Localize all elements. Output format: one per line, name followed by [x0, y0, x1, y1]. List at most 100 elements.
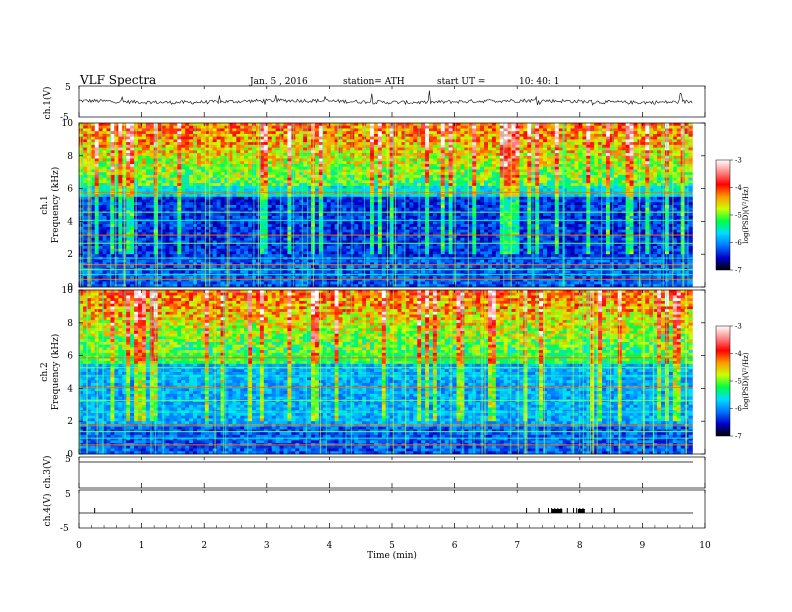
spectrogram-cell	[185, 177, 190, 181]
spectrogram-cell	[314, 174, 320, 178]
spectrogram-cell	[204, 180, 210, 184]
spectrogram-cell	[90, 133, 96, 137]
spectrogram-cell	[582, 158, 587, 162]
spectrogram-cell	[169, 136, 174, 140]
spectrogram-cell	[527, 174, 532, 178]
spectrogram-cell	[220, 166, 225, 170]
spectrogram-cell	[527, 207, 532, 211]
spectrogram-cell	[307, 136, 312, 140]
spectrogram-cell	[279, 188, 284, 192]
spectrogram-cell	[110, 131, 115, 135]
spectrogram-cell	[358, 147, 363, 151]
spectrogram-cell	[625, 207, 630, 211]
spectrogram-cell	[550, 205, 556, 209]
spectrogram-cell	[303, 155, 308, 159]
spectrogram-cell	[476, 185, 481, 189]
spectrogram-cell	[672, 123, 678, 127]
spectrogram-cell	[373, 153, 379, 157]
spectrogram-cell	[279, 142, 284, 146]
spectrogram-cell	[645, 188, 650, 192]
spectrogram-cell	[550, 196, 556, 200]
spectrogram-cell	[535, 133, 540, 137]
spectrogram-cell	[484, 172, 489, 176]
spectrogram-cell	[185, 142, 190, 146]
spectrogram-cell	[425, 125, 430, 129]
spectrogram-cell	[676, 155, 681, 159]
spectrogram-cell	[594, 177, 599, 181]
spectrogram-cell	[554, 202, 560, 206]
spectrogram-cell	[668, 185, 674, 189]
spectrogram-cell	[602, 147, 607, 151]
spectrogram-cell	[314, 166, 320, 170]
spectrogram-cell	[106, 147, 111, 151]
spectrogram-cell	[322, 207, 328, 211]
spectrogram-cell	[326, 150, 331, 154]
spectrogram-cell	[641, 144, 646, 148]
spectrogram-cell	[460, 150, 465, 154]
spectrogram-cell	[326, 183, 331, 187]
spectrogram-cell	[389, 185, 394, 189]
spectrogram-cell	[586, 131, 591, 135]
spectrogram-cell	[145, 164, 151, 168]
spectrogram-cell	[220, 188, 225, 192]
spectrogram-cell	[429, 172, 434, 176]
spectrogram-cell	[617, 161, 622, 165]
spectrogram-cell	[283, 155, 288, 159]
spectrogram-cell	[672, 180, 678, 184]
spectrogram-cell	[102, 142, 107, 146]
spectrogram-cell	[570, 139, 575, 143]
spectrogram-cell	[436, 166, 442, 170]
spectrogram-cell	[480, 194, 485, 198]
spectrogram-cell	[527, 128, 532, 132]
spectrogram-cell	[130, 131, 135, 135]
spectrogram-cell	[480, 144, 485, 148]
spectrogram-cell	[79, 183, 84, 187]
spectrogram-cell	[157, 188, 162, 192]
spectrogram-cell	[110, 188, 115, 192]
spectrogram-cell	[657, 202, 662, 206]
spectrogram-cell	[594, 150, 599, 154]
spectrogram-cell	[598, 136, 603, 140]
spectrogram-cell	[98, 136, 103, 140]
spectrogram-cell	[507, 158, 512, 162]
spectrogram-cell	[161, 139, 166, 143]
spectrogram-cell	[342, 196, 347, 200]
spectrogram-cell	[613, 199, 619, 203]
spectrogram-cell	[617, 188, 622, 192]
spectrogram-cell	[102, 180, 107, 184]
spectrogram-cell	[594, 161, 599, 165]
spectrogram-cell	[232, 166, 237, 170]
spectrogram-cell	[487, 158, 493, 162]
spectrogram-cell	[657, 166, 662, 170]
spectrogram-cell	[594, 183, 599, 187]
spectrogram-cell	[204, 172, 210, 176]
spectrogram-cell	[114, 166, 119, 170]
spectrogram-cell	[381, 161, 387, 165]
spectrogram-cell	[240, 158, 245, 162]
spectrogram-cell	[212, 131, 217, 135]
spectrogram-cell	[578, 169, 583, 173]
spectrogram-cell	[181, 158, 186, 162]
spectrogram-cell	[307, 161, 312, 165]
spectrogram-cell	[539, 142, 544, 146]
spectrogram-cell	[409, 161, 414, 165]
spectrogram-cell	[389, 202, 394, 206]
spectrogram-cell	[287, 172, 292, 176]
ch1-waveform-ylabel: ch.1(V)	[42, 87, 53, 120]
spectrogram-cell	[672, 174, 678, 178]
spectrogram-cell	[157, 125, 162, 129]
spectrogram-cell	[161, 207, 166, 211]
spectrogram-cell	[220, 136, 225, 140]
spectrogram-cell	[157, 199, 162, 203]
spectrogram-cell	[598, 150, 603, 154]
spectrogram-cell	[444, 136, 449, 140]
spectrogram-cell	[578, 123, 583, 127]
spectrogram-cell	[653, 144, 658, 148]
spectrogram-cell	[236, 136, 241, 140]
spectrogram-cell	[220, 169, 225, 173]
spectrogram-cell	[228, 125, 233, 129]
spectrogram-cell	[397, 199, 402, 203]
spectrogram-cell	[185, 194, 190, 198]
spectrogram-cell	[303, 131, 308, 135]
spectrogram-cell	[586, 194, 591, 198]
